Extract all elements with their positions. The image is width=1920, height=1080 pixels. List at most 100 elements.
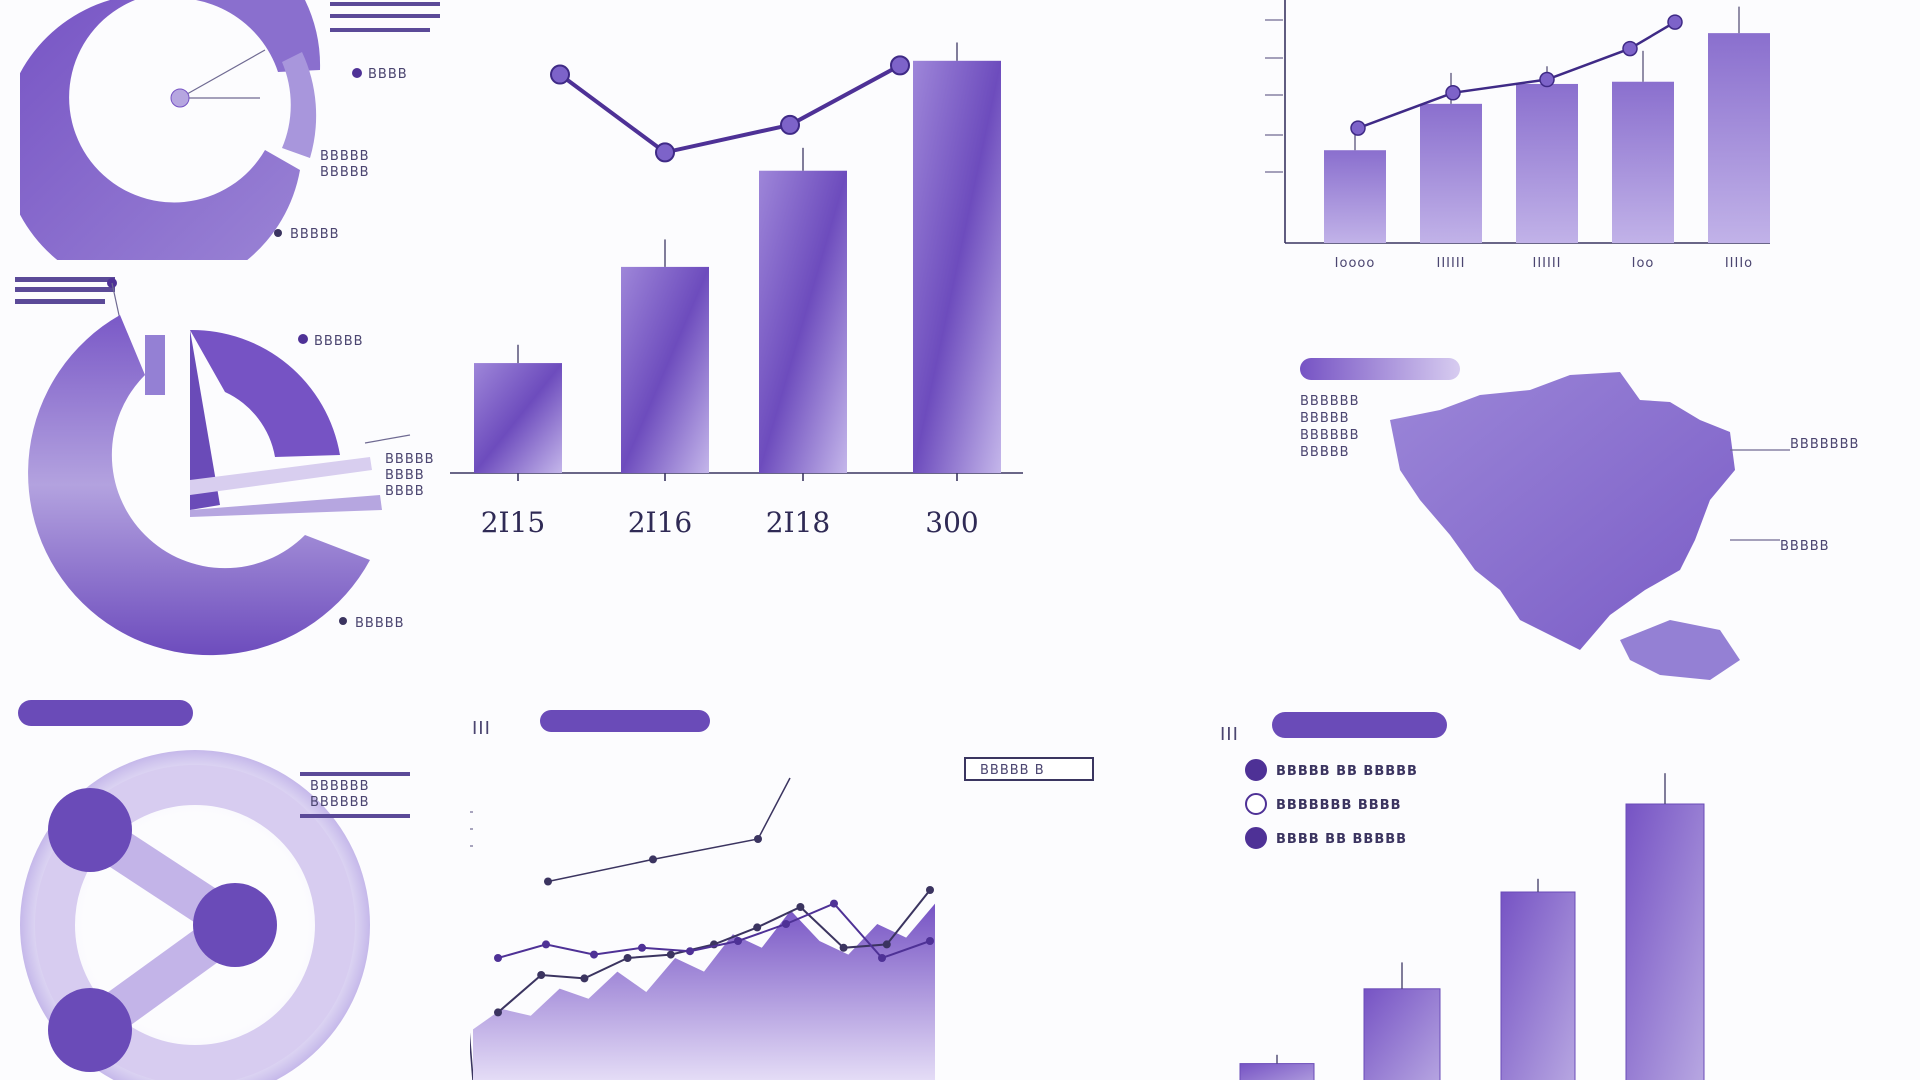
bar bbox=[1612, 81, 1674, 244]
legend-label: BBBBB BB BBBBB bbox=[1276, 764, 1418, 779]
section-pill bbox=[540, 710, 710, 732]
line-point bbox=[1622, 40, 1638, 57]
bar bbox=[1516, 83, 1578, 243]
x-tick-label: IIIIII bbox=[1436, 256, 1465, 271]
donut-slice bbox=[190, 457, 372, 495]
map-callout: BBBBBBB bbox=[1790, 437, 1859, 452]
network-node bbox=[48, 988, 132, 1072]
bar bbox=[1324, 150, 1386, 243]
line-point bbox=[926, 937, 934, 945]
line-point bbox=[926, 886, 934, 894]
network-label: BBBBBB bbox=[310, 779, 370, 794]
line-series-c bbox=[547, 777, 791, 883]
line-point bbox=[537, 971, 546, 979]
line-point bbox=[655, 142, 675, 163]
donut-slice bbox=[190, 330, 220, 510]
map-callout: BBBBB bbox=[1780, 539, 1830, 554]
line-point bbox=[734, 937, 742, 945]
bar bbox=[1708, 33, 1770, 243]
donut2-label: BBBB bbox=[385, 484, 425, 499]
line-point bbox=[550, 64, 570, 85]
legend-marker bbox=[1245, 759, 1267, 781]
line-point bbox=[666, 950, 675, 959]
bar bbox=[1363, 988, 1441, 1080]
line-point bbox=[753, 923, 762, 932]
donut-slice bbox=[28, 315, 370, 656]
bar bbox=[1420, 103, 1482, 243]
line-point bbox=[580, 974, 589, 983]
line-point bbox=[494, 954, 502, 962]
line-point bbox=[686, 947, 694, 956]
area-chart: III BBBBB B bbox=[470, 700, 1170, 1080]
donut1-label: BBBBB bbox=[290, 227, 340, 242]
donut-slice bbox=[145, 335, 165, 395]
bar bbox=[913, 60, 1001, 474]
line-point bbox=[754, 835, 762, 843]
donut2-label: BBBB bbox=[385, 468, 425, 483]
map-legend: BBBBB bbox=[1300, 411, 1350, 426]
donut2-label: BBBBB bbox=[385, 452, 435, 467]
line-point bbox=[590, 950, 598, 959]
network-label: BBBBBB bbox=[310, 795, 370, 810]
area-callout-box bbox=[964, 757, 1094, 781]
x-tick-label: IIIIo bbox=[1725, 256, 1753, 271]
legend-label: BBBBBBB BBBB bbox=[1276, 798, 1402, 813]
bar bbox=[1500, 891, 1576, 1080]
donut1-label: BBBBB bbox=[320, 149, 370, 164]
y-axis bbox=[470, 1032, 474, 1080]
bar bbox=[474, 363, 562, 473]
line-point bbox=[796, 903, 805, 911]
main-bar-chart: 0I0I0200I4I070IIIII9III2I152I162I18300 bbox=[450, 0, 1270, 680]
donut-slice bbox=[20, 0, 300, 260]
legend-label: BBBB BB BBBBB bbox=[1276, 832, 1407, 847]
line-point bbox=[830, 899, 838, 908]
network-diagram: BBBBBB BBBBBB bbox=[10, 690, 440, 1080]
line-point bbox=[1667, 14, 1683, 30]
line-series bbox=[558, 63, 901, 155]
donut-chart-top: BBBB BBBBB BBBBB BBBBB bbox=[20, 0, 450, 260]
line-point bbox=[1445, 85, 1461, 101]
line-point bbox=[1350, 120, 1366, 136]
line-point bbox=[878, 954, 886, 962]
donut1-label: BBBB bbox=[368, 67, 408, 82]
donut-slice bbox=[282, 52, 317, 158]
bottom-right-bar-chart: III BBBBB BB BBBBB BBBBBBB BBBB BBBB BB BB… bbox=[1210, 700, 1920, 1080]
donut-slice bbox=[190, 329, 340, 457]
line-point bbox=[638, 943, 646, 952]
top-right-bar-chart: Ioooo IIIIII IIIIII Ioo IIIIo bbox=[1255, 0, 1920, 340]
bar bbox=[1625, 803, 1705, 1080]
x-tick-label: Ioo bbox=[1632, 256, 1655, 271]
area-callout-text: BBBBB B bbox=[980, 763, 1045, 778]
x-tick-label: 2I15 bbox=[481, 506, 546, 539]
donut-chart-middle: BBBBB BBBBB BBBB BBBB BBBBB bbox=[10, 265, 455, 685]
map-legend: BBBBBB bbox=[1300, 394, 1360, 409]
line-point bbox=[542, 940, 550, 949]
network-node bbox=[48, 788, 132, 872]
x-tick-label: 300 bbox=[925, 506, 978, 539]
donut2-label: BBBBB bbox=[355, 616, 405, 631]
line-point bbox=[544, 877, 552, 886]
donut-slice bbox=[190, 495, 382, 517]
legend-marker bbox=[1245, 827, 1267, 849]
network-node bbox=[193, 883, 277, 967]
map-legend: BBBBBB bbox=[1300, 428, 1360, 443]
area-fill bbox=[473, 903, 935, 1080]
bar bbox=[759, 170, 847, 473]
line-point bbox=[780, 114, 800, 135]
section-pill bbox=[1300, 358, 1460, 380]
line-point bbox=[782, 920, 790, 928]
donut2-label: BBBBB bbox=[314, 334, 364, 349]
legend-marker bbox=[1245, 793, 1267, 815]
x-tick-label: 2I16 bbox=[628, 506, 693, 539]
line-point bbox=[649, 855, 657, 864]
bar bbox=[1239, 1063, 1315, 1080]
map-panel: BBBBBB BBBBB BBBBBB BBBBB BBBBBBB BBBBB bbox=[1290, 350, 1920, 690]
map-region bbox=[1620, 620, 1740, 680]
donut1-label: BBBBB bbox=[320, 165, 370, 180]
area-badge: III bbox=[472, 718, 491, 739]
donut-slice bbox=[140, 0, 321, 72]
line-point bbox=[882, 940, 891, 949]
map-legend: BBBBB bbox=[1300, 445, 1350, 460]
section-pill bbox=[18, 700, 193, 726]
line-point bbox=[1539, 71, 1555, 88]
